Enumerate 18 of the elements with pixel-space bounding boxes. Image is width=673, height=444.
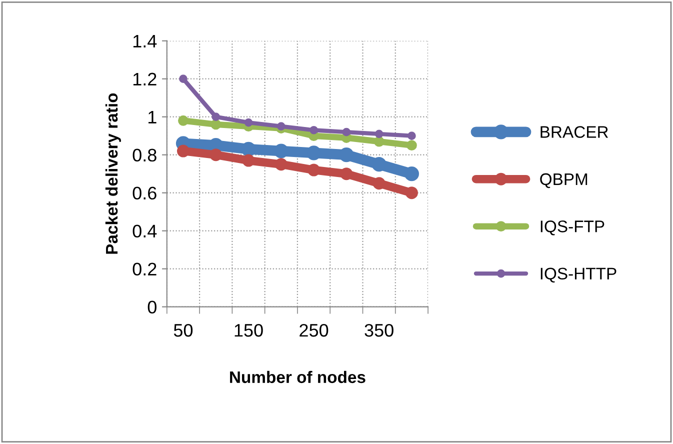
x-tick-label: 350 (364, 324, 394, 337)
y-tick-label: 1.2 (133, 72, 156, 86)
x-tick-label: 50 (174, 324, 193, 337)
y-tick-label: 0.4 (132, 224, 157, 238)
legend-label: QBPM (540, 173, 588, 188)
x-tick-label: 150 (234, 324, 263, 337)
y-tick-label: 0.8 (132, 148, 156, 162)
x-axis-title: Number of nodes (230, 370, 366, 384)
legend-label: IQS-FTP (540, 220, 604, 236)
y-tick-label: 0 (148, 300, 156, 314)
legend-label: IQS-HTTP (540, 268, 616, 283)
y-tick-label: 1.4 (133, 34, 157, 48)
y-tick-label: 0.2 (132, 262, 156, 276)
y-tick-label: 1 (148, 110, 156, 124)
legend-label: BRACER (540, 126, 608, 138)
x-tick-label: 250 (300, 324, 328, 337)
y-tick-label: 0.6 (132, 186, 156, 200)
y-axis-title: Packet delivery ratio (105, 93, 121, 254)
